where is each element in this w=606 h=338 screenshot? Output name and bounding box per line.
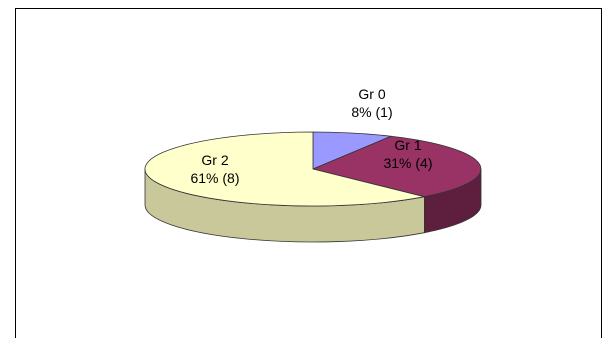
label-gr-0-name: Gr 0 [358,86,385,102]
pie-labels: Gr 0 8% (1) Gr 1 31% (4) Gr 2 61% (8) [190,86,432,186]
pie-chart: Gr 0 8% (1) Gr 1 31% (4) Gr 2 61% (8) [144,86,482,243]
pie-tops [144,131,482,207]
label-gr-0-value: 8% (1) [351,104,392,120]
chart-frame: Gr 0 8% (1) Gr 1 31% (4) Gr 2 61% (8) [15,8,602,338]
pie-slice-gr-1 [311,135,482,198]
label-gr-2-value: 61% (8) [190,170,239,186]
label-gr-2-name: Gr 2 [201,152,228,168]
label-gr-1-value: 31% (4) [383,155,432,171]
pie-slice-gr-2 [144,131,425,207]
label-gr-1-name: Gr 1 [394,137,421,153]
